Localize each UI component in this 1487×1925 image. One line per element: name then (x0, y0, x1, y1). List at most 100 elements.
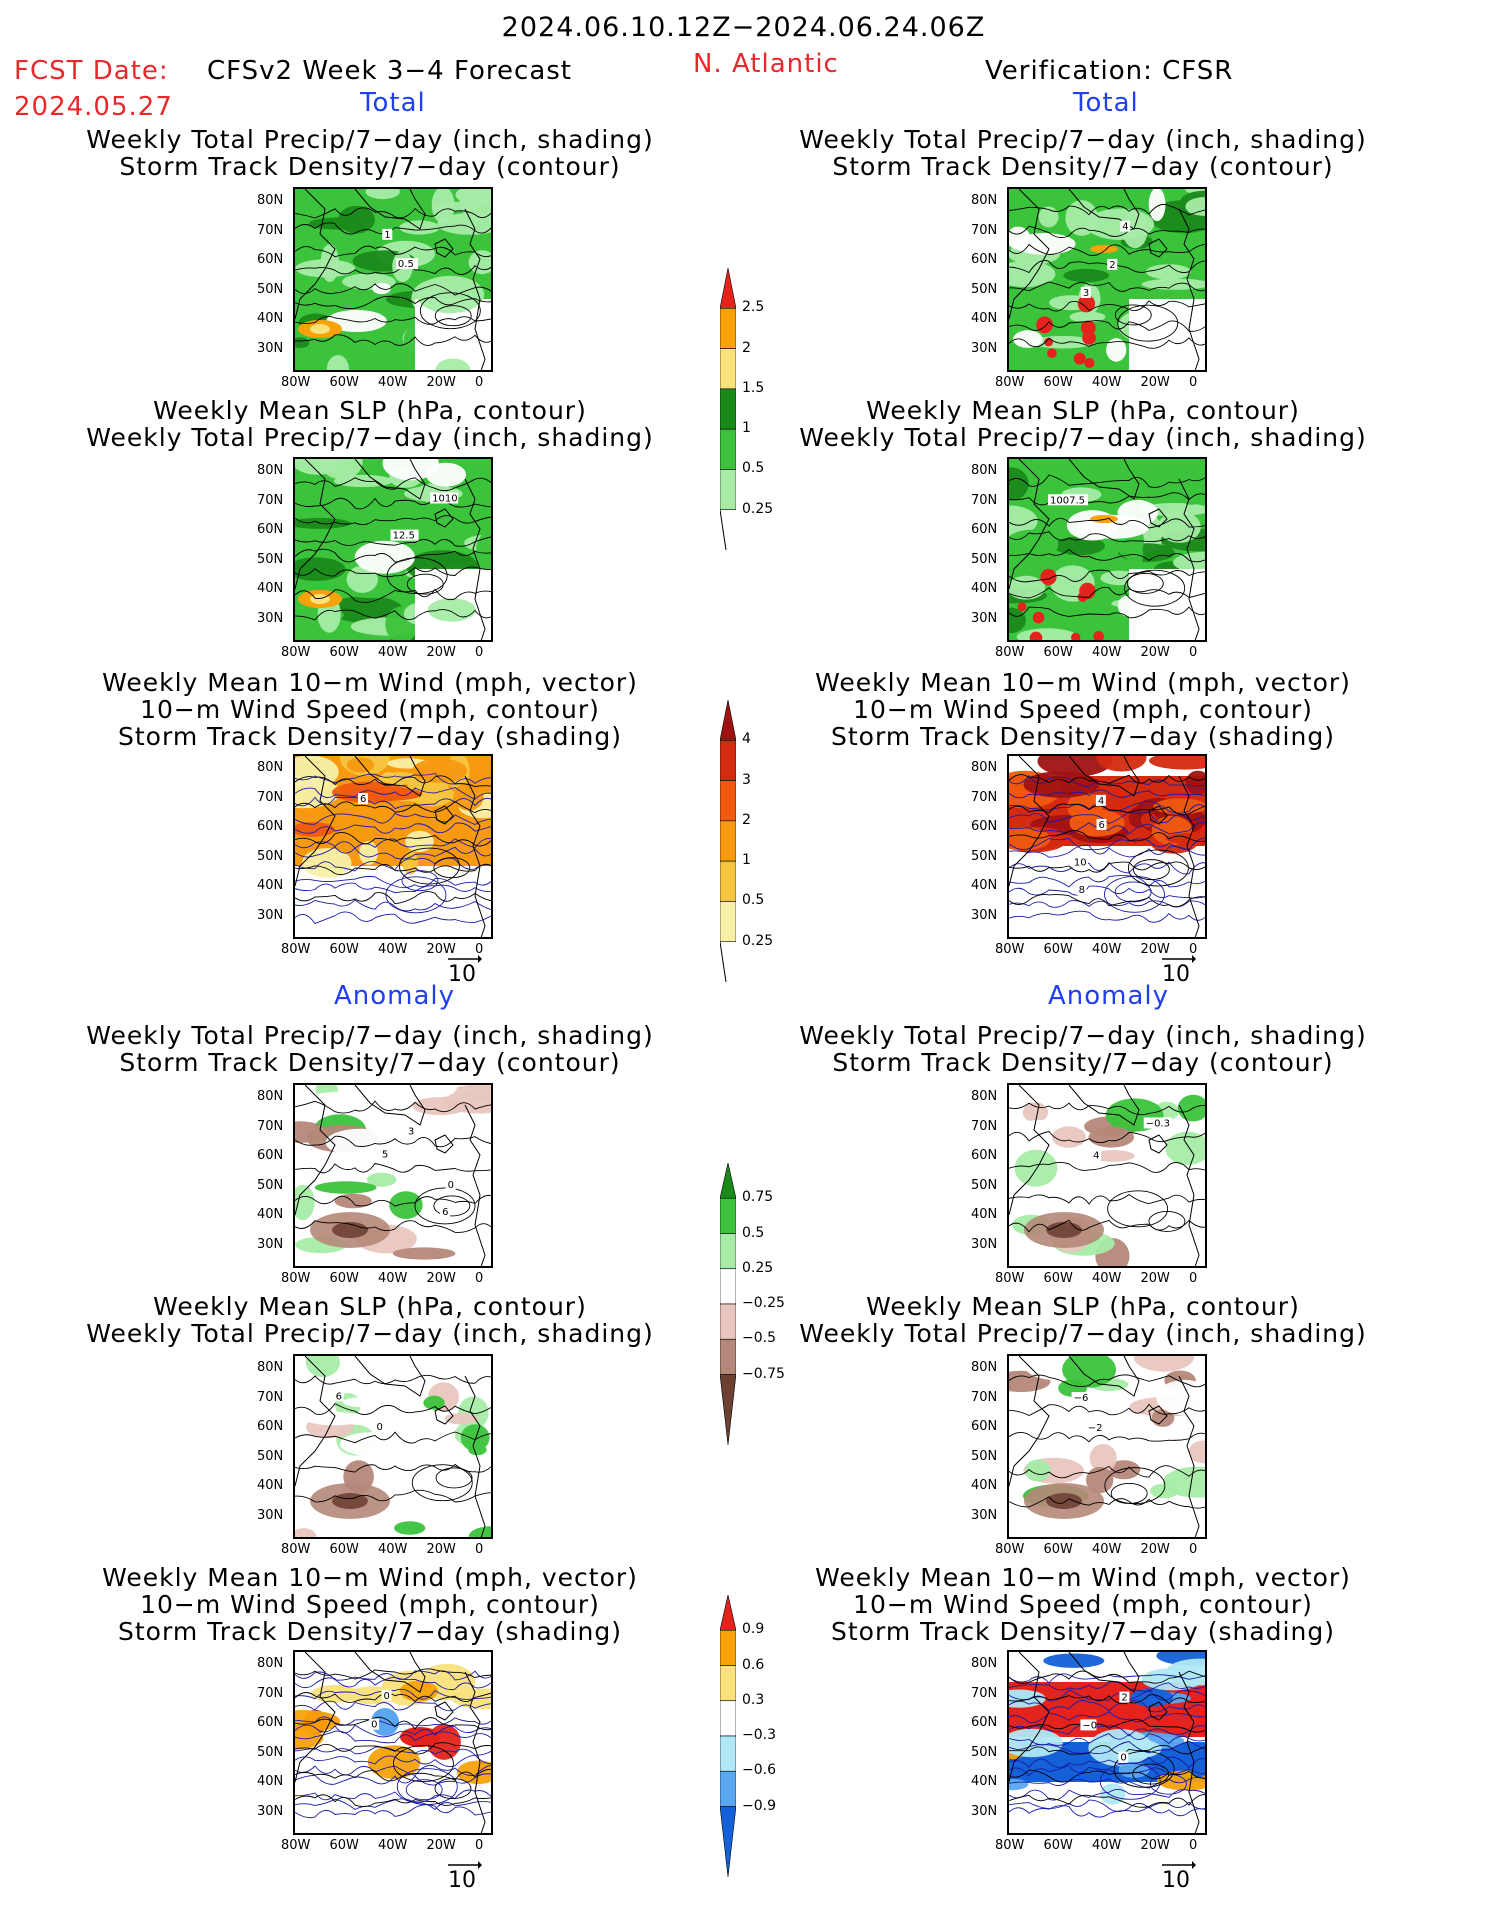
lat-tick-label: 40N (257, 1774, 284, 1789)
lat-tick-label: 80N (257, 1656, 284, 1671)
svg-text:6: 6 (442, 1207, 448, 1218)
map-svg: 4 2 3 (1009, 189, 1205, 370)
lat-tick-label: 80N (257, 1089, 284, 1104)
map-p1: 1 0.5 (293, 187, 493, 372)
lon-tick-label: 60W (1043, 1271, 1073, 1286)
vector-ref-left-anom: 10 (448, 1861, 482, 1893)
contour-label: 4 (1095, 794, 1106, 807)
map-svg: 1007.5 (1009, 459, 1205, 640)
lat-tick-label: 70N (257, 222, 284, 238)
colorbar-tick-label: 3 (742, 771, 751, 788)
svg-text:3: 3 (408, 1127, 414, 1138)
colorbar-tick-label: 2 (742, 339, 751, 356)
vector-ref-label: 10 (1162, 962, 1190, 987)
map-p12: 2 −0 0 (1007, 1650, 1207, 1835)
lat-tick-label: 40N (971, 581, 998, 596)
lon-tick-label: 60W (1043, 1838, 1073, 1853)
vector-ref-label: 10 (448, 962, 476, 987)
section-anomaly-left: Anomaly (334, 981, 456, 1011)
lon-tick-label: 0 (1189, 1838, 1198, 1853)
map-svg: 4 6 10 8 (1009, 756, 1205, 937)
title-p12: Weekly Mean 10−m Wind (mph, vector) 10−m… (815, 1563, 1351, 1646)
lat-tick-label: 60N (971, 1419, 998, 1434)
contour-label: 0 (445, 1178, 456, 1191)
lat-tick-label: 30N (971, 1507, 998, 1523)
lat-tick-label: 60N (971, 1715, 998, 1730)
svg-text:5: 5 (382, 1150, 388, 1161)
colorbar-tick-label: 2 (742, 811, 751, 828)
lat-tick-label: 30N (971, 340, 998, 356)
verification-title: Verification: CFSR (985, 56, 1234, 86)
lat-tick-label: 60N (257, 1715, 284, 1730)
lat-tick-label: 80N (257, 1360, 284, 1375)
lon-tick-label: 0 (1189, 1271, 1198, 1286)
map-svg: 60 (295, 1356, 491, 1537)
lat-tick-label: 40N (257, 581, 284, 596)
region-title: N. Atlantic (693, 49, 839, 79)
lat-tick-label: 70N (971, 789, 998, 805)
lat-tick-label: 50N (257, 281, 284, 297)
contour-label: 12.5 (390, 529, 419, 542)
lon-tick-label: 20W (1140, 645, 1170, 660)
lon-tick-label: 0 (1189, 375, 1198, 390)
lon-tick-label: 0 (475, 645, 484, 660)
lon-tick-label: 20W (426, 1542, 456, 1557)
lon-tick-label: 60W (329, 1271, 359, 1286)
lon-tick-label: 80W (995, 1542, 1025, 1557)
lon-tick-label: 80W (995, 1271, 1025, 1286)
vector-ref-label: 10 (1162, 1868, 1190, 1893)
lon-tick-label: 0 (475, 1271, 484, 1286)
svg-text:8: 8 (1079, 885, 1085, 896)
contour-label: 3 (1080, 286, 1091, 299)
lon-tick-label: 60W (329, 645, 359, 660)
map-p3: 1010 12.5 (293, 457, 493, 642)
colorbar-precip-anom (719, 1162, 737, 1446)
contour-label: 6 (440, 1206, 451, 1218)
lat-tick-label: 40N (971, 1478, 998, 1493)
contour-label: 1 (382, 228, 393, 241)
lon-tick-label: 20W (1140, 1838, 1170, 1853)
colorbar-precip-total (719, 267, 737, 551)
lat-tick-label: 80N (971, 760, 998, 775)
map-svg: 10.5 (295, 189, 491, 370)
lon-tick-label: 40W (1092, 1271, 1122, 1286)
svg-text:10: 10 (1074, 858, 1087, 869)
svg-text:0: 0 (448, 1180, 454, 1191)
svg-text:0: 0 (1120, 1753, 1126, 1764)
lat-tick-label: 30N (257, 1507, 284, 1523)
lat-tick-label: 30N (257, 610, 284, 626)
title-p6: Weekly Mean 10−m Wind (mph, vector) 10−m… (815, 668, 1351, 751)
lat-tick-label: 80N (257, 193, 284, 208)
lon-tick-label: 80W (281, 375, 311, 390)
lon-tick-label: 40W (1092, 1838, 1122, 1853)
lon-tick-label: 40W (378, 375, 408, 390)
lat-tick-label: 80N (971, 463, 998, 478)
lat-tick-label: 80N (971, 1360, 998, 1375)
fcst-date: 2024.05.27 (14, 92, 173, 122)
colorbar-svg (719, 1594, 737, 1878)
title-p10: Weekly Mean SLP (hPa, contour) Weekly To… (799, 1292, 1367, 1348)
lon-tick-label: 40W (1092, 1542, 1122, 1557)
contour-label: −0.3 (1143, 1117, 1172, 1129)
colorbar-tick-label: 0.9 (742, 1621, 765, 1638)
lon-tick-label: 60W (1043, 942, 1073, 957)
lon-tick-label: 60W (329, 1542, 359, 1557)
svg-text:0: 0 (384, 1691, 390, 1702)
contour-label: 4 (1091, 1149, 1102, 1161)
lat-tick-label: 70N (257, 1685, 284, 1701)
lat-tick-label: 30N (971, 907, 998, 923)
lon-tick-label: 40W (378, 645, 408, 660)
lat-tick-label: 30N (971, 1236, 998, 1252)
title-p4: Weekly Mean SLP (hPa, contour) Weekly To… (799, 396, 1367, 452)
colorbar-tick-label: −0.6 (742, 1762, 776, 1779)
lat-tick-label: 50N (257, 1744, 284, 1760)
colorbar-tick-label: 1 (742, 420, 751, 437)
lat-tick-label: 30N (257, 907, 284, 923)
lat-tick-label: 50N (971, 551, 998, 567)
lat-tick-label: 50N (971, 281, 998, 297)
contour-label: 1010 (430, 492, 459, 504)
section-total-left: Total (360, 88, 426, 118)
contour-label: 2 (1107, 258, 1118, 271)
contour-label: 2 (1119, 1691, 1130, 1704)
